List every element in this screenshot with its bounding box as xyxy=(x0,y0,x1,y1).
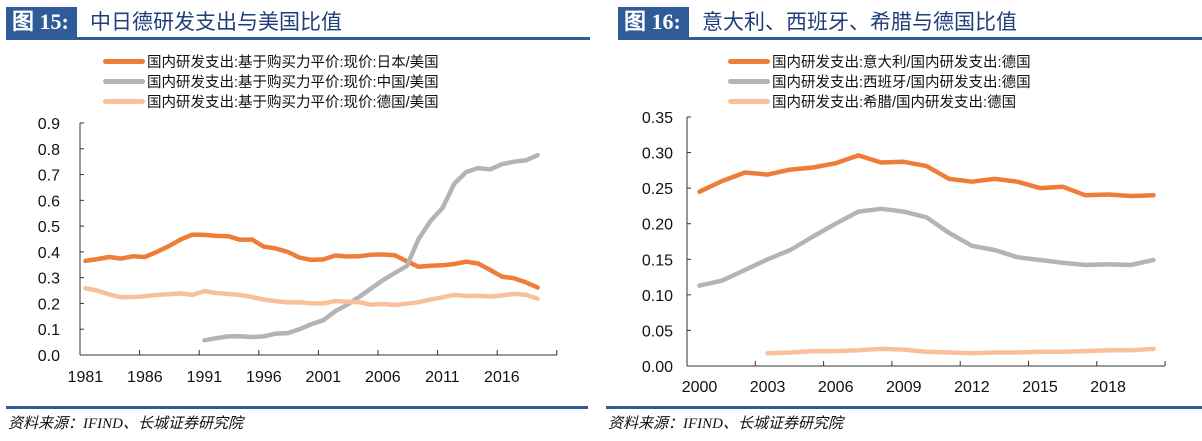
chart-15: 0.0 0.1 0.2 0.3 0.4 0.5 0.6 0.7 0.8 0.9 1981 1986 19… xyxy=(38,116,558,386)
figure-16-title-bar: 图 16: 意大利、西班牙、希腊与德国比值 xyxy=(618,7,1202,40)
legend-swatch xyxy=(728,78,770,84)
figure-title: 意大利、西班牙、希腊与德国比值 xyxy=(702,10,1017,34)
series-line-1 xyxy=(697,206,1156,288)
x-tick-label: 2012 xyxy=(954,379,990,396)
x-tick-label: 2001 xyxy=(306,369,342,386)
y-tick-label: 0.9 xyxy=(38,116,60,133)
footer-divider xyxy=(6,406,588,409)
legend-item-china: 国内研发支出:基于购买力平价:现价:中国/美国 xyxy=(103,71,439,91)
x-tick-label: 2015 xyxy=(1022,379,1058,396)
series-line-1 xyxy=(202,152,540,343)
y-tick-label: 0.6 xyxy=(38,193,60,210)
x-tick-label: 2003 xyxy=(750,379,786,396)
x-tick-label: 2011 xyxy=(425,369,460,386)
figure-number: 图 15: xyxy=(6,7,77,37)
y-tick-label: 0.0 xyxy=(38,348,60,365)
x-tick-label: 2000 xyxy=(682,379,718,396)
x-tick-label: 2006 xyxy=(365,369,401,386)
figure-16-panel: 图 16: 意大利、西班牙、希腊与德国比值 国内研发支出:意大利/国内研发支出:… xyxy=(606,0,1202,441)
legend-swatch xyxy=(103,78,145,84)
legend-item-greece: 国内研发支出:希腊/国内研发支出:德国 xyxy=(728,91,1031,111)
legend-swatch xyxy=(728,98,770,104)
x-tick-label: 2009 xyxy=(886,379,922,396)
series-line-0 xyxy=(83,232,540,290)
source-note: 资料来源：IFIND、长城证券研究院 xyxy=(608,416,843,432)
footer-divider xyxy=(606,406,1202,409)
x-tick-label: 1996 xyxy=(246,369,282,386)
legend-label: 国内研发支出:基于购买力平价:现价:中国/美国 xyxy=(147,74,439,91)
legend-swatch xyxy=(103,58,145,64)
x-tick-label: 1991 xyxy=(187,369,223,386)
y-tick-label: 0.25 xyxy=(642,181,673,198)
figure-number: 图 16: xyxy=(618,7,689,37)
series-line-2 xyxy=(765,346,1156,356)
y-tick-label: 0.8 xyxy=(38,142,60,159)
chart-legend: 国内研发支出:基于购买力平价:现价:日本/美国 国内研发支出:基于购买力平价:现… xyxy=(103,51,439,111)
chart-legend: 国内研发支出:意大利/国内研发支出:德国 国内研发支出:西班牙/国内研发支出:德… xyxy=(728,51,1031,111)
y-tick-label: 0.20 xyxy=(642,217,673,234)
legend-label: 国内研发支出:基于购买力平价:现价:日本/美国 xyxy=(147,54,439,71)
legend-label: 国内研发支出:意大利/国内研发支出:德国 xyxy=(772,54,1031,71)
legend-item-germany: 国内研发支出:基于购买力平价:现价:德国/美国 xyxy=(103,91,439,111)
series-line-0 xyxy=(697,153,1156,199)
chart-16: 0.00 0.05 0.10 0.15 0.20 0.25 0.30 0.35 2000 2003… xyxy=(642,110,1166,396)
y-tick-label: 0.00 xyxy=(642,359,673,376)
x-tick-label: 2016 xyxy=(484,369,520,386)
figure-15-title-bar: 图 15: 中日德研发支出与美国比值 xyxy=(6,7,590,40)
x-tick-label: 2006 xyxy=(818,379,854,396)
y-tick-label: 0.7 xyxy=(38,168,60,185)
y-tick-label: 0.1 xyxy=(38,322,60,339)
legend-label: 国内研发支出:西班牙/国内研发支出:德国 xyxy=(772,74,1031,91)
y-tick-label: 0.4 xyxy=(38,245,60,262)
legend-swatch xyxy=(103,98,145,104)
series-line-2 xyxy=(83,285,540,308)
figure-15-panel: 图 15: 中日德研发支出与美国比值 国内研发支出:基于购买力平价:现价:日本/… xyxy=(0,0,590,441)
legend-label: 国内研发支出:基于购买力平价:现价:德国/美国 xyxy=(147,94,439,111)
y-tick-label: 0.15 xyxy=(642,252,673,269)
legend-item-italy: 国内研发支出:意大利/国内研发支出:德国 xyxy=(728,51,1031,71)
y-tick-label: 0.3 xyxy=(38,271,60,288)
x-tick-label: 2018 xyxy=(1090,379,1126,396)
figure-title: 中日德研发支出与美国比值 xyxy=(90,10,342,34)
legend-swatch xyxy=(728,58,770,64)
y-tick-label: 0.10 xyxy=(642,288,673,305)
legend-item-japan: 国内研发支出:基于购买力平价:现价:日本/美国 xyxy=(103,51,439,71)
y-tick-label: 0.5 xyxy=(38,219,60,236)
x-tick-label: 1981 xyxy=(68,369,104,386)
y-tick-label: 0.35 xyxy=(642,110,673,127)
y-tick-label: 0.05 xyxy=(642,323,673,340)
y-tick-label: 0.2 xyxy=(38,296,60,313)
legend-label: 国内研发支出:希腊/国内研发支出:德国 xyxy=(772,94,1017,111)
x-tick-label: 1986 xyxy=(127,369,163,386)
legend-item-spain: 国内研发支出:西班牙/国内研发支出:德国 xyxy=(728,71,1031,91)
y-tick-label: 0.30 xyxy=(642,146,673,163)
source-note: 资料来源：IFIND、长城证券研究院 xyxy=(8,416,243,432)
